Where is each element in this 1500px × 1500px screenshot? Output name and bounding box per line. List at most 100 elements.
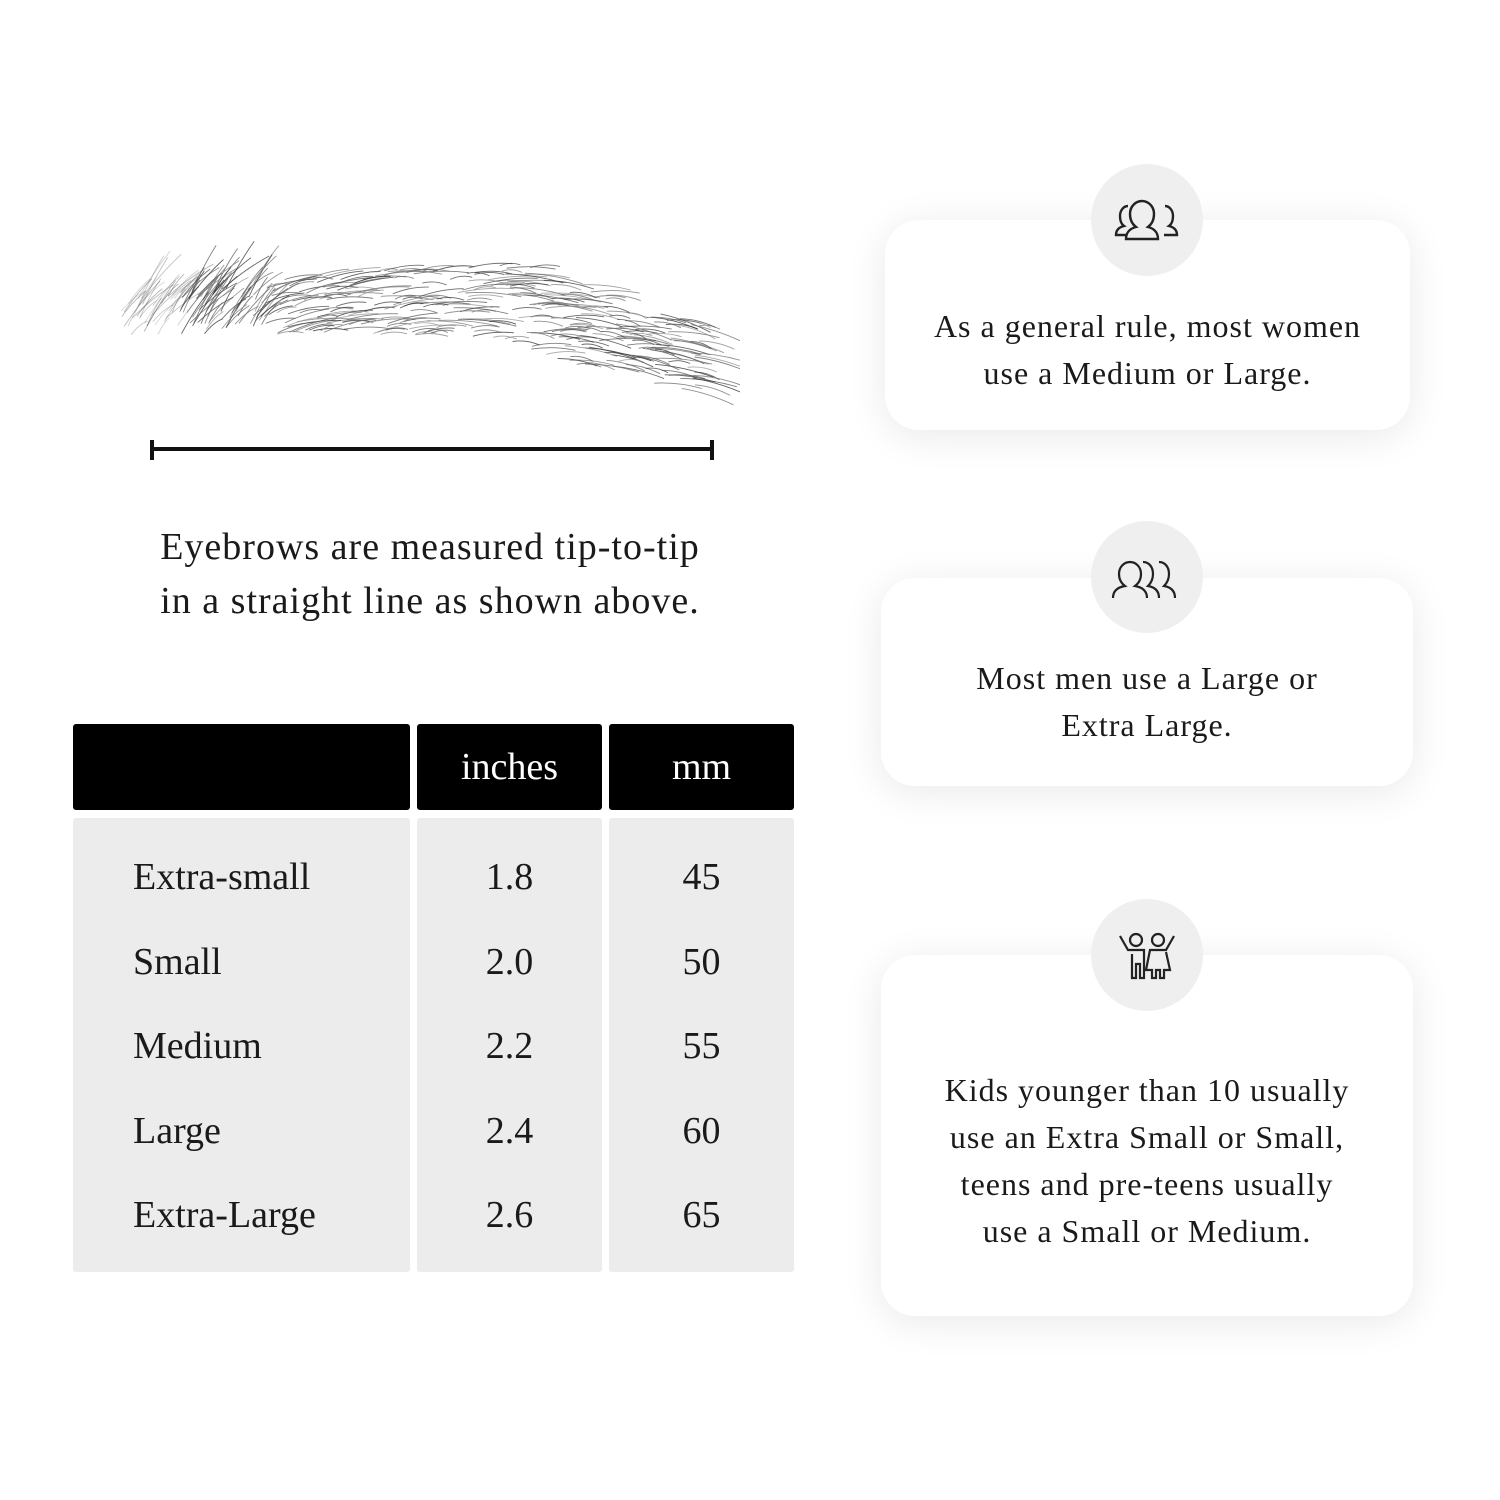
eyebrow-hair [399, 317, 427, 324]
eyebrow-hair [171, 288, 186, 313]
eyebrow-hair [189, 287, 235, 324]
eyebrow-hair [564, 345, 617, 357]
eyebrow-hair [317, 314, 339, 318]
eyebrow-hair [564, 325, 591, 330]
eyebrow-hair [654, 382, 702, 389]
eyebrow-hair [238, 288, 271, 324]
eyebrow-hair [558, 336, 594, 343]
eyebrow-hair [261, 304, 277, 325]
eyebrow-hair [312, 328, 349, 332]
eyebrow-hair [566, 305, 614, 317]
eyebrow-hair [167, 273, 185, 297]
eyebrow-hair [551, 328, 588, 333]
eyebrow-hair [694, 384, 731, 396]
eyebrow-hair [592, 333, 624, 342]
eyebrow-hair [511, 294, 555, 302]
eyebrow-hair [192, 275, 226, 318]
eyebrow-hair [509, 287, 537, 294]
eyebrow-hair [629, 332, 653, 337]
eyebrow-hair [322, 267, 381, 278]
eyebrow-hair [468, 262, 513, 269]
eyebrow-hair [409, 324, 457, 330]
measurement-line [150, 440, 714, 460]
eyebrow-hair [652, 357, 713, 365]
eyebrow-hair [531, 342, 572, 347]
eyebrow-hair [550, 317, 592, 324]
eyebrow-hair [633, 334, 673, 345]
mm-value: 45 [682, 856, 721, 898]
eyebrow-hair [687, 366, 718, 373]
eyebrow-hair [221, 304, 248, 329]
eyebrow-hair [325, 310, 369, 316]
eyebrow-hair [204, 283, 221, 305]
eyebrow-hair [303, 292, 328, 301]
eyebrow-hair [181, 267, 220, 298]
eyebrow-hair [204, 318, 223, 334]
inches-value: 2.2 [485, 1025, 534, 1067]
eyebrow-hair [520, 273, 570, 279]
eyebrow-hair [120, 289, 147, 312]
eyebrow-hair [266, 278, 318, 289]
women-card-text: As a general rule, most women use a Medi… [933, 308, 1362, 391]
eyebrow-hair [690, 341, 712, 349]
eyebrow-hair [461, 318, 511, 325]
eyebrow-hair [655, 363, 714, 378]
eyebrow-hair [415, 331, 437, 335]
eyebrow-hair [385, 327, 409, 331]
eyebrow-hair [512, 340, 540, 346]
eyebrow-hair [449, 275, 473, 280]
eyebrow-hair [493, 335, 517, 340]
eyebrow-hair [420, 301, 471, 305]
eyebrow-hair [518, 315, 566, 320]
eyebrow-hair [699, 340, 735, 350]
eyebrow-hair [550, 333, 580, 337]
eyebrow-hair [579, 334, 632, 349]
eyebrow-hair [393, 275, 415, 280]
eyebrow-hair [533, 320, 563, 327]
eyebrow-hair [422, 281, 447, 286]
men-group-icon [1091, 521, 1203, 633]
eyebrow-hair [136, 288, 163, 317]
eyebrow-hair [436, 297, 465, 301]
eyebrow-hair [617, 319, 641, 327]
header-inches: inches [417, 724, 602, 810]
eyebrow-hair [316, 311, 363, 319]
size-name: Medium [133, 1025, 262, 1067]
eyebrow-hair [188, 259, 224, 299]
eyebrow-hair [537, 302, 574, 306]
eyebrow-hair [531, 347, 576, 351]
eyebrow-hair [470, 325, 500, 329]
eyebrow-hair [680, 377, 738, 388]
eyebrow-hair [386, 322, 412, 327]
eyebrow-hair [142, 257, 169, 305]
size-name: Small [133, 940, 222, 983]
eyebrow-hair [466, 271, 490, 277]
eyebrow-hair [277, 321, 314, 334]
eyebrow-hair [174, 284, 190, 299]
eyebrow-hair [483, 277, 538, 285]
eyebrow-hair [248, 254, 273, 298]
eyebrow-hair [188, 270, 205, 300]
eyebrow-hair [154, 296, 182, 326]
eyebrow-hair [357, 289, 384, 298]
eyebrow-hair [319, 290, 362, 300]
mm-value: 50 [682, 940, 721, 983]
eyebrow-hair [199, 282, 238, 310]
eyebrow-hair [632, 354, 680, 371]
eyebrow-hair [382, 271, 409, 277]
eyebrow-hair [618, 358, 643, 363]
eyebrow-hair [474, 270, 513, 275]
eyebrow-hair [305, 323, 333, 331]
eyebrow-hair [465, 292, 522, 298]
eyebrow-hair [662, 350, 705, 365]
eyebrow-hair [345, 277, 389, 288]
eyebrow-hair [209, 287, 245, 322]
mm-value: 65 [682, 1194, 721, 1236]
eyebrow-hair [606, 359, 645, 372]
eyebrow-hair [457, 287, 515, 294]
eyebrow-hair [509, 283, 549, 287]
eyebrow-hair [265, 317, 296, 324]
eyebrow-hair [225, 286, 252, 329]
eyebrow-hair [501, 269, 523, 273]
eyebrow-hair [586, 325, 629, 333]
